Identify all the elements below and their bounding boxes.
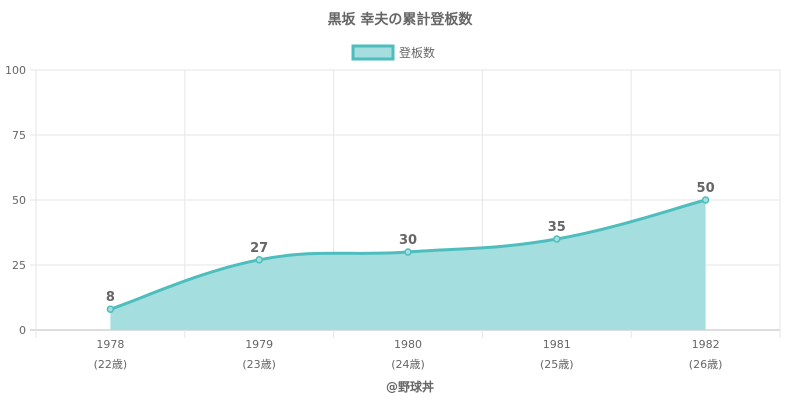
chart-title: 黒坂 幸夫の累計登板数 [328,11,474,28]
y-axis: 0 25 50 75 100 [5,64,26,337]
credit-label: @野球丼 [386,379,434,394]
x-tick-label: 1979 [245,338,273,351]
x-tick-sublabel: (22歳) [94,358,128,371]
data-point [404,248,412,256]
legend-label: 登板数 [399,45,435,60]
data-point [701,196,710,204]
data-label: 30 [399,233,417,248]
x-tick-sublabel: (25歳) [540,358,574,371]
y-tick-label: 25 [12,259,26,272]
y-tick-label: 0 [19,324,26,337]
plot-area: 8 27 30 35 50 [106,181,715,330]
data-label: 35 [548,220,566,235]
legend[interactable]: 登板数 [351,44,435,61]
data-label: 27 [250,241,268,256]
y-tick-label: 75 [12,129,26,142]
x-tick-sublabel: (24歳) [391,358,425,371]
legend-swatch [351,44,395,61]
data-label: 50 [697,181,715,196]
x-axis: 1978 (22歳) 1979 (23歳) 1980 (24歳) 1981 (25歳) 1982… [94,338,723,371]
y-tick-label: 50 [12,194,26,207]
data-label: 8 [106,290,115,305]
x-tick-label: 1978 [96,338,124,351]
y-tick-label: 100 [5,64,26,77]
x-tick-label: 1982 [692,338,720,351]
data-point [255,256,263,264]
x-tick-sublabel: (23歳) [242,358,276,371]
x-tick-label: 1981 [543,338,571,351]
data-point [106,305,115,313]
grid [30,69,781,338]
series-area [110,200,706,330]
x-tick-sublabel: (26歳) [689,358,723,371]
x-tick-label: 1980 [394,338,422,351]
data-point [553,235,561,243]
